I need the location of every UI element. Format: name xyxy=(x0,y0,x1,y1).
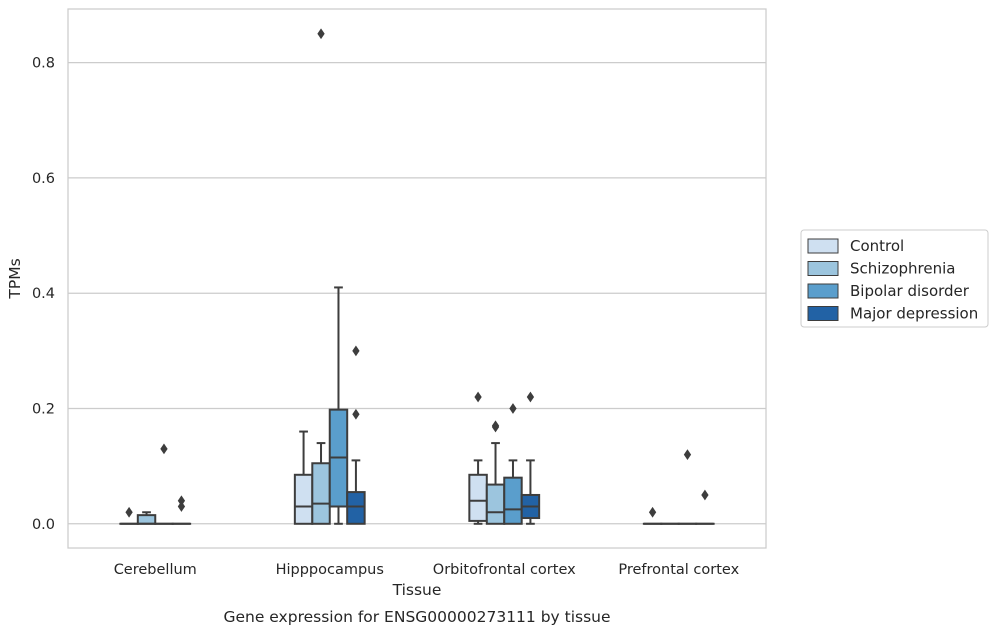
outlier-point xyxy=(177,501,186,512)
box xyxy=(328,286,349,525)
outlier-point xyxy=(701,489,709,501)
outlier-point xyxy=(352,408,360,420)
box xyxy=(154,443,174,525)
chart-caption: Gene expression for ENSG00000273111 by t… xyxy=(223,608,610,626)
box xyxy=(468,391,488,525)
legend-label: Major depression xyxy=(850,305,978,323)
outlier-point xyxy=(474,391,482,403)
outlier-point xyxy=(509,403,517,414)
box xyxy=(503,403,523,525)
legend-label: Control xyxy=(850,237,904,255)
outlier-point xyxy=(177,495,186,507)
outlier-point xyxy=(648,506,657,518)
outlier-point xyxy=(125,506,133,518)
legend-swatch xyxy=(807,238,839,254)
x-axis: Cerebellum Hipppocampus Orbitofrontal cort… xyxy=(114,562,740,578)
y-tick-label: 0.4 xyxy=(32,286,55,302)
x-tick-label: Orbitofrontal cortex xyxy=(433,562,576,578)
y-tick-label: 0.0 xyxy=(32,517,55,533)
box-body xyxy=(468,473,488,522)
legend-swatch xyxy=(807,261,839,276)
legend-label: Bipolar disorder xyxy=(850,282,970,300)
box xyxy=(136,511,157,525)
legend: Control Schizophrenia Bipolar disorder Majo… xyxy=(800,229,989,328)
outlier-point xyxy=(491,421,500,433)
x-tick-label: Cerebellum xyxy=(114,562,197,578)
outlier-point xyxy=(317,28,325,40)
x-axis-label: Tissue xyxy=(392,581,442,599)
outlier-point xyxy=(352,345,360,357)
y-axis-label: TPMs xyxy=(6,258,24,299)
x-tick-label: Hipppocampus xyxy=(276,562,384,578)
box xyxy=(171,495,192,525)
box xyxy=(293,430,314,525)
legend-label: Schizophrenia xyxy=(850,260,955,278)
outlier-point xyxy=(160,443,168,455)
legend-frame xyxy=(800,229,989,328)
box-body xyxy=(346,491,366,525)
box-body xyxy=(293,473,314,525)
outlier-point xyxy=(683,449,692,460)
y-tick-label: 0.6 xyxy=(32,171,55,187)
legend-swatch xyxy=(807,283,839,299)
x-tick-label: Prefrontal cortex xyxy=(618,562,739,578)
box xyxy=(520,391,541,525)
outlier-point xyxy=(526,391,535,403)
y-tick-label: 0.8 xyxy=(32,56,55,72)
box xyxy=(346,345,366,525)
plot-frame xyxy=(67,8,767,549)
y-tick-label: 0.2 xyxy=(32,401,55,417)
legend-swatch xyxy=(807,306,839,321)
box-body xyxy=(136,514,157,525)
y-axis: 0.0 0.2 0.4 0.6 0.8 xyxy=(32,56,55,533)
box-body xyxy=(503,476,523,525)
box-body xyxy=(485,483,506,525)
plot-area xyxy=(119,28,715,525)
box xyxy=(695,489,715,525)
box-body xyxy=(311,462,331,525)
